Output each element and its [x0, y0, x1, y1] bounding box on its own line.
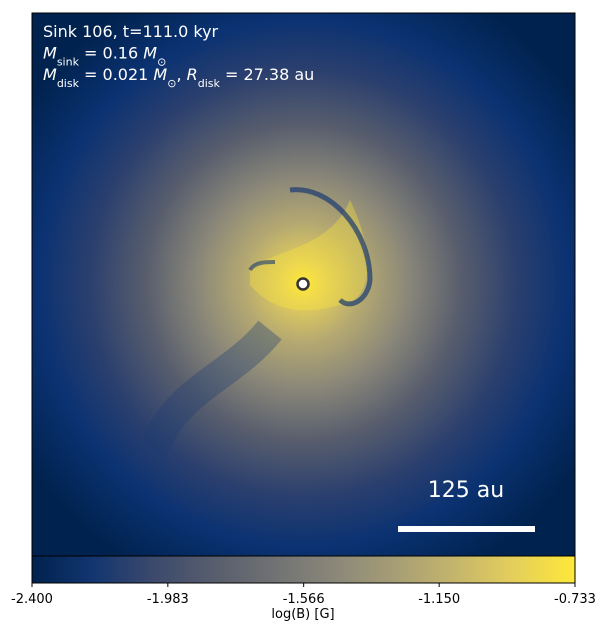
annotation-line: Mdisk = 0.021 M⊙, Rdisk = 27.38 au [43, 65, 314, 90]
annotation-text: M [43, 65, 57, 84]
annotation-text: ⊙ [157, 55, 166, 68]
annotation-text: R [187, 65, 198, 84]
colorbar-tick-label: -0.733 [554, 592, 596, 607]
annotation-line: Msink = 0.16 M⊙ [43, 44, 166, 69]
colorbar-tick-label: -1.566 [283, 592, 325, 607]
colorbar [31, 555, 576, 584]
annotation-text: = 0.16 [79, 44, 143, 63]
annotation-text: M [153, 65, 167, 84]
annotation-text: Sink 106, t=111.0 kyr [43, 22, 219, 41]
colorbar-tick-label: -1.150 [418, 592, 460, 607]
scale-bar [398, 526, 535, 532]
annotation-text: M [143, 44, 157, 63]
annotation-text: disk [57, 77, 80, 90]
annotation-text: = 0.021 [79, 65, 153, 84]
annotation-text: ⊙ [167, 77, 176, 90]
annotation-text: , [176, 65, 186, 84]
colorbar-tick-label: -1.983 [147, 592, 189, 607]
scale-bar-label: 125 au [428, 478, 504, 503]
annotation-text: disk [198, 77, 221, 90]
annotation-text: sink [57, 55, 80, 68]
annotation-text: = 27.38 au [220, 65, 314, 84]
sink-marker [296, 277, 310, 291]
annotation-text: M [43, 44, 57, 63]
colorbar-tick-label: -2.400 [11, 592, 53, 607]
annotation-line: Sink 106, t=111.0 kyr [43, 22, 219, 41]
colorbar-label: log(B) [G] [271, 607, 334, 622]
